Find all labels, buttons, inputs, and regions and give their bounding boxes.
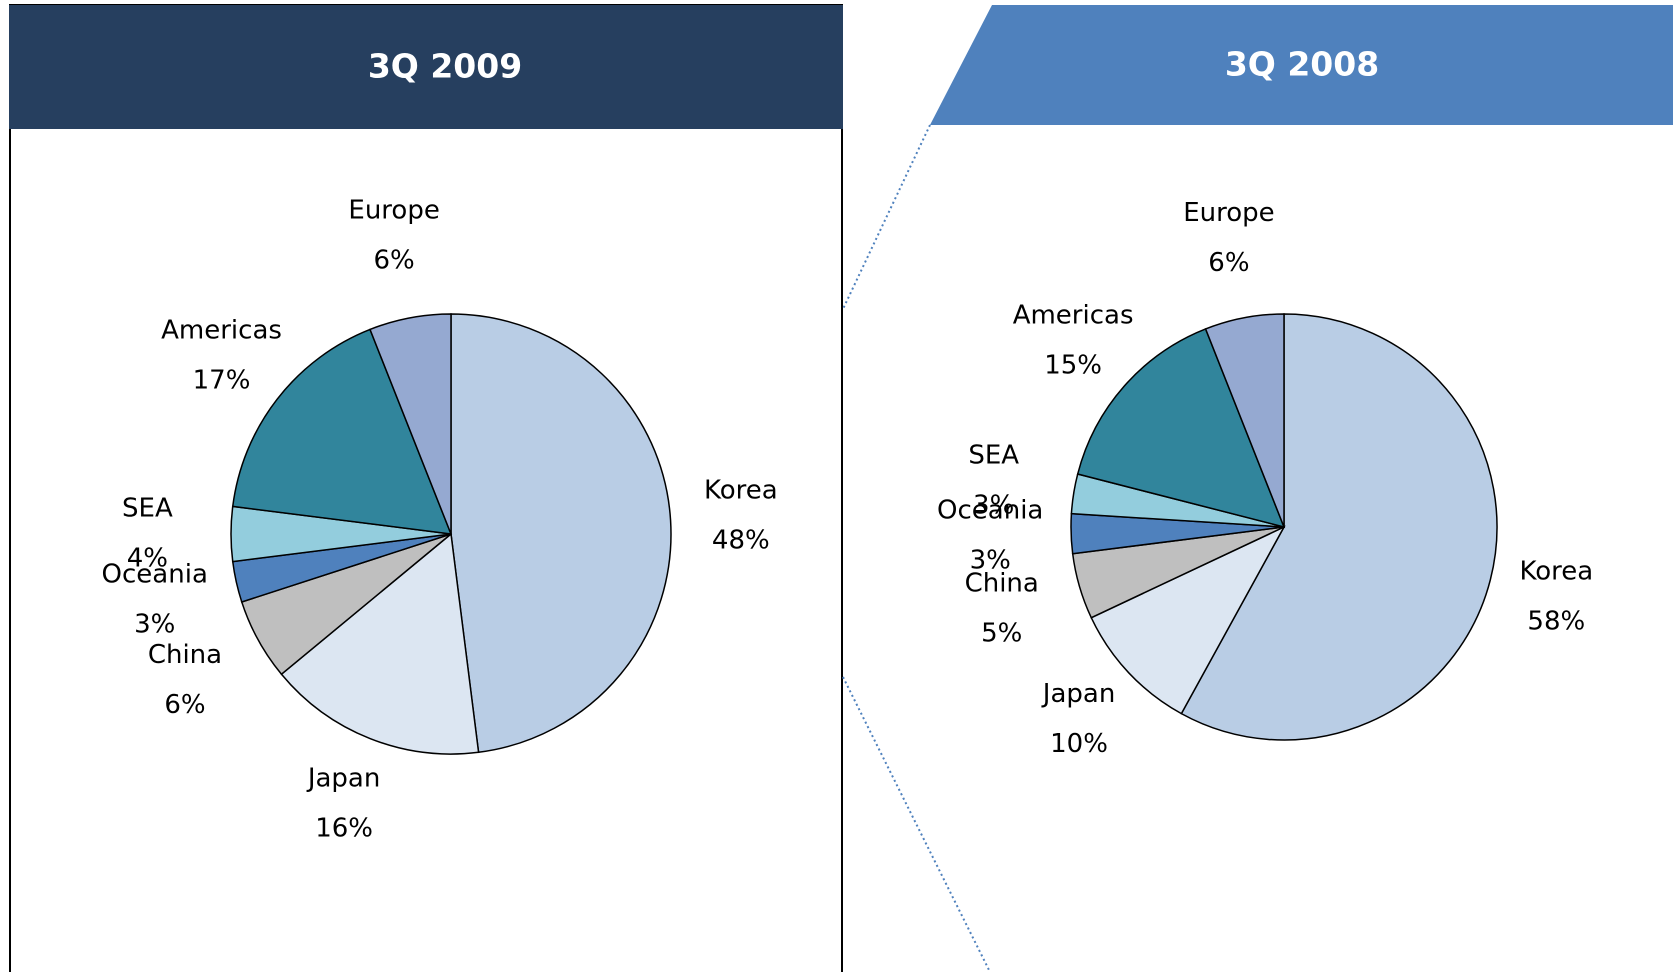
connector <box>842 676 991 972</box>
slice-label: Oceania <box>937 496 1043 526</box>
pie-slice <box>231 328 453 535</box>
connector <box>842 124 931 310</box>
slice-value: 6% <box>1208 248 1249 278</box>
pie-slice <box>450 313 672 754</box>
slice-label: Japan <box>306 764 381 794</box>
header-title: 3Q 2009 <box>368 47 522 86</box>
slice-value: 17% <box>193 366 251 396</box>
slice-label: Japan <box>1041 679 1116 709</box>
slice-label: Americas <box>161 316 282 346</box>
header-2008 <box>930 5 1673 125</box>
slice-label: SEA <box>122 494 173 524</box>
slice-label: Korea <box>1519 556 1593 586</box>
slice-label: Korea <box>704 475 778 505</box>
slice-value: 3% <box>134 610 175 640</box>
slice-value: 48% <box>712 525 770 555</box>
slice-value: 16% <box>315 814 373 844</box>
slice-label: China <box>965 569 1039 599</box>
slice-label: Europe <box>1183 198 1274 228</box>
pie-slice <box>280 532 480 755</box>
slice-label: SEA <box>968 441 1019 471</box>
header-title: 3Q 2008 <box>1225 45 1379 84</box>
slice-value: 3% <box>973 491 1014 521</box>
slice-value: 10% <box>1050 729 1108 759</box>
slice-value: 15% <box>1044 351 1102 381</box>
slice-label: Americas <box>1013 301 1134 331</box>
pie-slice <box>1090 525 1286 715</box>
pie-slice <box>1180 313 1498 741</box>
header-2009 <box>9 5 843 129</box>
slice-value: 6% <box>164 690 205 720</box>
slice-value: 5% <box>981 619 1022 649</box>
pie-slice <box>1076 327 1286 529</box>
slice-label: Oceania <box>102 560 208 590</box>
pie-slice <box>369 313 452 535</box>
pie-slice <box>1204 313 1285 528</box>
slice-value: 58% <box>1527 606 1585 636</box>
slice-value: 6% <box>373 245 414 275</box>
slice-value: 3% <box>970 546 1011 576</box>
slice-label: China <box>148 640 222 670</box>
slice-value: 4% <box>127 544 168 574</box>
slice-label: Europe <box>348 195 439 225</box>
